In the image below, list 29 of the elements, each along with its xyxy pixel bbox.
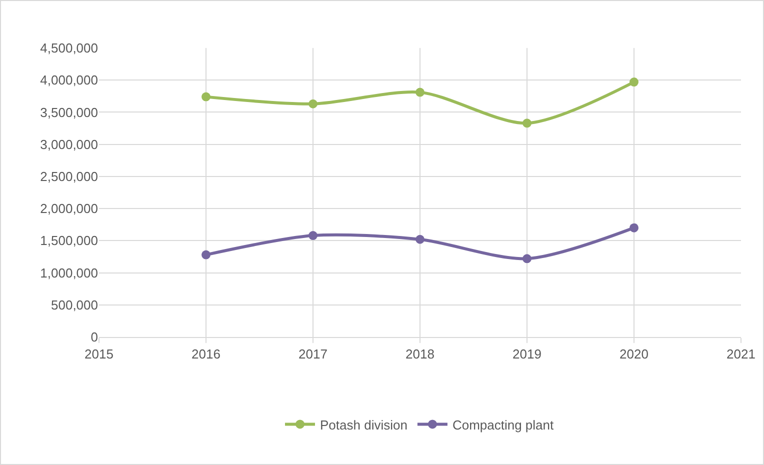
point	[416, 234, 424, 244]
point	[630, 78, 638, 87]
y-tick-label: 0	[90, 330, 98, 345]
y-tick-label: 1,000,000	[40, 265, 98, 280]
x-tick-label: 2020	[620, 346, 648, 362]
x-tick-label: 2021	[726, 346, 756, 362]
point	[308, 99, 318, 108]
y-tick-label: 500,000	[51, 297, 98, 312]
x-tick-label: 2016	[192, 346, 220, 362]
point	[202, 250, 210, 260]
y-tick-label: 1,500,000	[40, 233, 98, 248]
x-tick-label: 2019	[512, 346, 542, 362]
x-tick-label: 2018	[406, 346, 434, 362]
point	[522, 254, 532, 264]
x-tick-label: 2015	[84, 346, 114, 362]
point	[308, 231, 318, 240]
y-tick-label: 3,000,000	[40, 136, 98, 152]
point	[630, 223, 638, 232]
point	[522, 118, 532, 128]
x-tick-label: 2017	[298, 346, 328, 362]
legend-label: Potash division	[320, 417, 408, 432]
y-tick-label: 2,500,000	[40, 168, 98, 184]
y-tick-label: 2,000,000	[40, 201, 98, 216]
y-tick-label: 4,000,000	[40, 72, 98, 88]
legend-label: Compacting plant	[452, 417, 554, 432]
y-tick-label: 4,500,000	[40, 40, 98, 56]
point	[202, 92, 210, 102]
point	[416, 88, 424, 97]
y-tick-label: 3,500,000	[40, 104, 98, 120]
